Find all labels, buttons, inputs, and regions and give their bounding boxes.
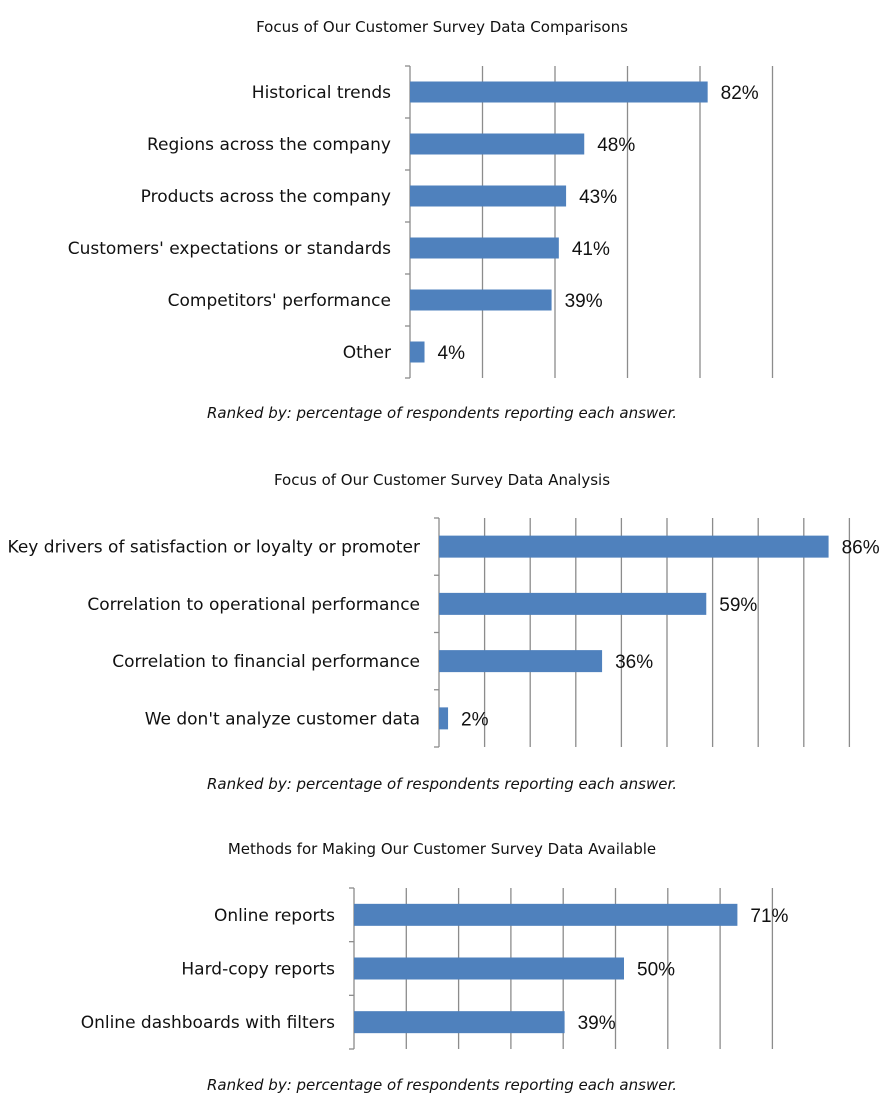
bar <box>410 341 425 363</box>
category-label: Other <box>343 343 391 363</box>
category-label: Competitors' performance <box>168 291 391 311</box>
data-label: 50% <box>637 960 675 981</box>
category-label: Online reports <box>214 906 335 926</box>
bar <box>410 237 559 259</box>
data-label: 71% <box>750 906 788 927</box>
data-label: 43% <box>579 187 617 208</box>
chart-2-plot: Key drivers of satisfaction or loyalty o… <box>8 517 880 748</box>
chart-3-title: Methods for Making Our Customer Survey D… <box>227 840 657 858</box>
data-label: 4% <box>438 343 466 364</box>
bar <box>439 707 449 730</box>
category-label: Key drivers of satisfaction or loyalty o… <box>8 538 420 558</box>
chart-1-caption: Ranked by: percentage of respondents rep… <box>206 404 678 422</box>
bar <box>439 650 603 673</box>
category-label: Correlation to operational performance <box>87 595 420 615</box>
category-label: Online dashboards with filters <box>81 1013 335 1033</box>
data-label: 86% <box>842 538 880 559</box>
data-label: 48% <box>597 135 635 156</box>
bar <box>410 185 567 207</box>
bar <box>410 289 552 311</box>
bar <box>354 957 624 980</box>
chart-2-title: Focus of Our Customer Survey Data Analys… <box>273 471 611 489</box>
data-label: 36% <box>615 652 653 673</box>
category-label: Products across the company <box>141 187 391 207</box>
data-label: 2% <box>461 709 489 730</box>
bar <box>410 81 708 103</box>
chart-2-caption: Ranked by: percentage of respondents rep… <box>206 775 678 793</box>
chart-3-caption: Ranked by: percentage of respondents rep… <box>206 1076 678 1094</box>
bar <box>439 592 707 615</box>
data-label: 39% <box>565 291 603 312</box>
chart-3-plot: Online reports 71% Hard-copy reports 50% Onl… <box>81 887 789 1050</box>
category-label: Hard-copy reports <box>181 960 335 980</box>
category-label: Customers' expectations or standards <box>68 239 391 259</box>
bar <box>410 133 585 155</box>
data-label: 39% <box>578 1013 616 1034</box>
data-label: 59% <box>719 595 757 616</box>
bar <box>354 903 738 926</box>
bar <box>439 535 829 558</box>
category-label: Regions across the company <box>147 135 391 155</box>
data-label: 41% <box>572 239 610 260</box>
chart-1-plot: Historical trends 82% Regions across the c… <box>68 65 774 379</box>
data-label: 82% <box>721 83 759 104</box>
bar <box>354 1011 565 1034</box>
category-label: Correlation to financial performance <box>112 652 420 672</box>
category-label: Historical trends <box>252 83 391 103</box>
chart-1-title: Focus of Our Customer Survey Data Compar… <box>256 18 628 36</box>
category-label: We don't analyze customer data <box>145 709 420 729</box>
